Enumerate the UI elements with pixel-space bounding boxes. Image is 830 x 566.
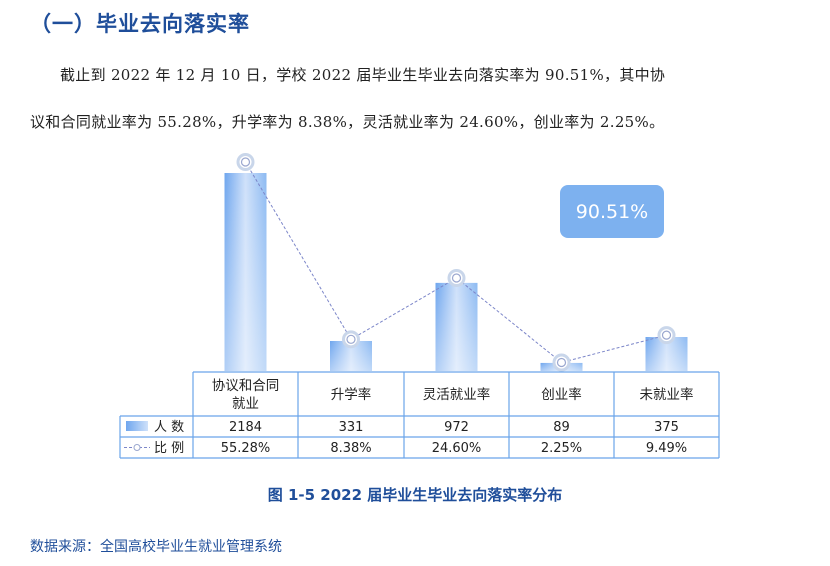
total-rate-value: 90.51% <box>576 201 648 223</box>
ratio-point-inner-4 <box>556 357 567 368</box>
count-value-2: 331 <box>339 420 364 435</box>
ratio-value-5: 9.49% <box>646 441 687 456</box>
legend-count-label: 人 数 <box>154 420 184 435</box>
count-value-4: 89 <box>553 420 570 435</box>
ratio-point-inner-3 <box>451 273 462 283</box>
paragraph-line-2: 议和合同就业率为 55.28%，升学率为 8.38%，灵活就业率为 24.60%… <box>30 113 665 131</box>
ratio-point-inner-5 <box>661 330 672 340</box>
ratio-value-4: 2.25% <box>541 441 582 456</box>
category-label-5: 未就业率 <box>640 386 694 403</box>
ratio-value-1: 55.28% <box>221 441 271 456</box>
ratio-line <box>245 161 667 364</box>
count-value-3: 972 <box>444 420 469 435</box>
category-label-4: 创业率 <box>541 386 582 403</box>
data-source: 数据来源：全国高校毕业生就业管理系统 <box>30 539 282 555</box>
ratio-value-3: 24.60% <box>432 441 482 456</box>
legend-ratio-label: 比 例 <box>154 441 184 456</box>
figure-caption: 图 1-5 2022 届毕业生毕业去向落实率分布 <box>267 486 563 504</box>
ratio-value-2: 8.38% <box>330 441 371 456</box>
count-value-1: 2184 <box>229 420 262 435</box>
legend-bar-swatch <box>126 421 148 431</box>
category-label-1-line-1: 协议和合同 <box>212 378 280 394</box>
category-label-3: 灵活就业率 <box>423 386 491 403</box>
section-title: （一）毕业去向落实率 <box>30 12 250 36</box>
ratio-point-inner-2 <box>346 334 356 344</box>
bar-highlight-3 <box>435 282 478 371</box>
category-label-2: 升学率 <box>331 386 372 403</box>
paragraph-line-1: 截止到 2022 年 12 月 10 日，学校 2022 届毕业生毕业去向落实率… <box>60 66 666 84</box>
bar-highlight-1 <box>224 173 267 371</box>
total-rate-badge <box>560 185 664 238</box>
category-label-1-line-2: 就业 <box>232 396 259 412</box>
ratio-point-inner-1 <box>240 157 251 167</box>
count-value-5: 375 <box>654 420 679 435</box>
legend-line-marker <box>133 444 141 451</box>
